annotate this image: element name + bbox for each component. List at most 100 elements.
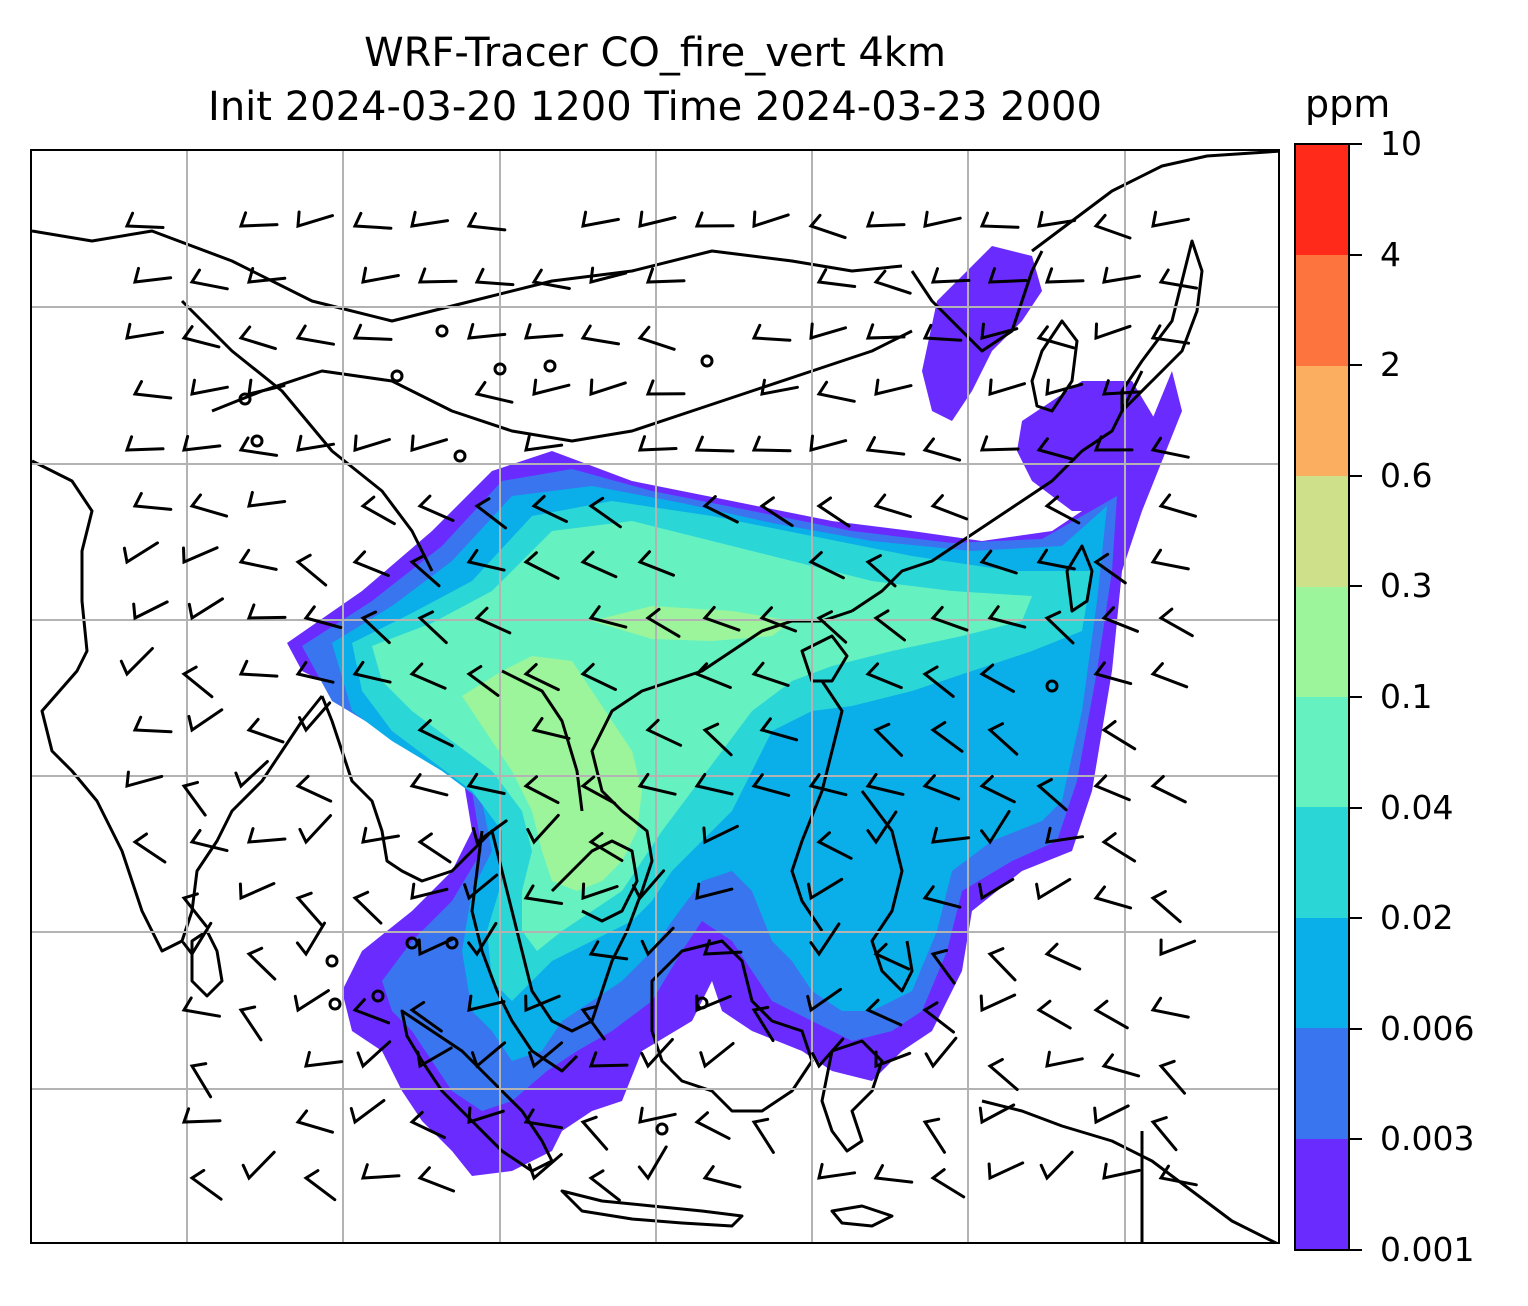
wind-barb: [632, 869, 666, 901]
wind-barb: [524, 434, 564, 452]
wind-barb: [295, 553, 328, 587]
wind-barb: [874, 378, 913, 396]
wind-barb: [808, 213, 847, 240]
coastline-philippines-south: [860, 790, 914, 993]
wind-barb: [1035, 877, 1072, 901]
wind-barb: [181, 1107, 222, 1124]
wind-barb: [1044, 610, 1075, 645]
wind-barb: [417, 937, 455, 957]
wind-barb: [246, 267, 287, 284]
map-gridlines: [32, 151, 1278, 1242]
map-canvas: [32, 151, 1278, 1242]
wind-barb: [1158, 1059, 1186, 1095]
wind-barb: [638, 210, 677, 228]
wind-barb: [809, 322, 847, 341]
colorbar-tick-label: 10: [1380, 124, 1422, 163]
wind-barb: [980, 322, 1019, 341]
wind-barb: [189, 493, 229, 518]
wind-barb: [694, 662, 732, 689]
wind-barb: [187, 708, 224, 733]
wind-barb: [181, 665, 214, 699]
wind-barb: [1158, 607, 1194, 638]
wind-barb: [1150, 996, 1190, 1019]
wind-barb: [865, 554, 897, 588]
wind-barb: [1102, 266, 1141, 284]
wind-barb: [1093, 774, 1131, 802]
wind-barb: [1036, 999, 1072, 1030]
wind-barb: [466, 323, 507, 340]
wind-barb: [352, 211, 393, 230]
wind-barb: [751, 435, 792, 453]
wind-barb: [187, 597, 224, 621]
wind-barb: [417, 832, 452, 864]
wind-barb: [349, 1099, 386, 1125]
wind-barb: [296, 434, 335, 452]
calm-wind-circle: [493, 362, 507, 376]
wind-barb: [238, 211, 279, 228]
wind-barb: [132, 832, 167, 864]
wind-barb: [930, 1168, 966, 1199]
wind-barb: [1158, 1164, 1198, 1187]
wind-barb: [181, 780, 207, 817]
wind-barb: [296, 210, 334, 229]
wind-barb: [132, 715, 173, 734]
coastline-taiwan: [1065, 544, 1094, 613]
wind-barb: [1036, 437, 1076, 462]
wind-barb: [1158, 268, 1198, 290]
wind-barb: [865, 436, 906, 456]
colorbar: [1294, 143, 1350, 1251]
calm-wind-circle: [435, 324, 449, 338]
wind-barb: [125, 322, 164, 340]
calm-wind-circle: [453, 449, 467, 463]
colorbar-segment: [1296, 365, 1348, 477]
wind-barb: [241, 1150, 276, 1181]
colorbar-tick-label: 0.003: [1380, 1119, 1475, 1159]
wind-barb: [580, 550, 618, 579]
wind-barb: [987, 605, 1027, 629]
wind-barb: [751, 773, 791, 797]
wind-barb: [580, 1004, 606, 1041]
coastline-timor: [830, 1204, 894, 1228]
wind-barb: [645, 718, 683, 747]
wind-barb: [589, 266, 628, 284]
wind-barb: [352, 323, 393, 341]
wind-barb: [524, 994, 561, 1013]
colorbar-segment: [1296, 696, 1348, 808]
wind-barb: [238, 325, 277, 351]
wind-barb: [1150, 775, 1187, 804]
wind-barb: [132, 492, 173, 511]
wind-barb: [417, 267, 458, 284]
wind-barb: [124, 435, 165, 452]
coastline-korea: [1030, 319, 1079, 413]
wind-barb: [523, 1108, 564, 1130]
coastline-new-guinea: [981, 1099, 1278, 1242]
wind-barb: [924, 1036, 958, 1069]
wind-barb: [409, 773, 449, 797]
colorbar-tick: [1350, 696, 1362, 698]
wind-barb: [523, 884, 564, 905]
wind-barb: [873, 942, 911, 971]
wind-barb: [816, 496, 851, 528]
wind-barb: [523, 663, 560, 692]
wind-barb: [1093, 885, 1133, 910]
wind-barb: [931, 826, 971, 844]
wind-barb: [1036, 548, 1076, 571]
wind-barb: [182, 546, 219, 565]
border-laos-vietnam: [501, 669, 584, 812]
coastlines: [32, 151, 1278, 1242]
coastline-south-china: [851, 370, 1144, 613]
wind-barb: [873, 722, 903, 757]
wind-barb: [978, 1103, 1016, 1125]
wind-barb: [640, 926, 675, 957]
wind-barb: [979, 663, 1015, 693]
wind-barb: [694, 211, 735, 228]
wind-barb: [988, 378, 1026, 397]
wind-barb: [189, 1062, 213, 1099]
wind-barb: [467, 1106, 505, 1125]
colorbar-segment: [1296, 586, 1348, 697]
wind-barb: [866, 810, 898, 845]
wind-barb: [816, 831, 853, 860]
wind-barb: [816, 380, 856, 403]
wind-barb: [807, 877, 844, 901]
colorbar-tick-label: 0.6: [1380, 455, 1433, 495]
